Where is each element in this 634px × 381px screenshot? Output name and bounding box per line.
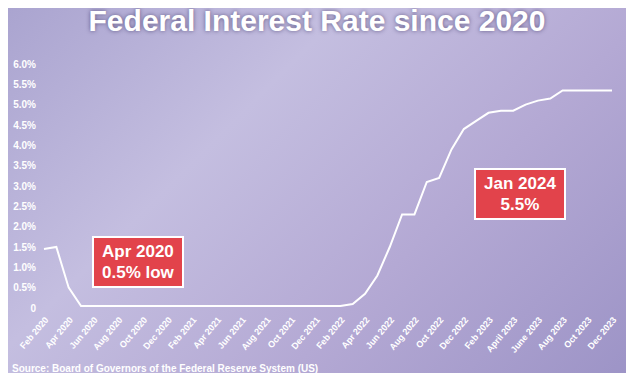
svg-text:Aug 2022: Aug 2022	[387, 315, 421, 353]
html-text:Apr 2020: Apr 2020	[102, 242, 174, 261]
html-text:0.5% low: 0.5% low	[102, 263, 174, 282]
html-text:Federal Interest Rate since 20: Federal Interest Rate since 2020	[88, 4, 546, 37]
svg-text:3.5%: 3.5%	[13, 160, 36, 171]
svg-text:Feb 2023: Feb 2023	[462, 315, 495, 351]
svg-text:Dec 2022: Dec 2022	[437, 315, 471, 352]
svg-text:Dec 2021: Dec 2021	[289, 315, 323, 352]
svg-text:Oct 2021: Oct 2021	[265, 315, 298, 351]
svg-text:4.0%: 4.0%	[13, 140, 36, 151]
svg-text:Aug 2023: Aug 2023	[535, 315, 569, 353]
svg-text:3.0%: 3.0%	[13, 181, 36, 192]
svg-text:Feb 2020: Feb 2020	[18, 315, 51, 351]
svg-text:Jun 2022: Jun 2022	[363, 315, 397, 351]
svg-text:Apr 2021: Apr 2021	[191, 315, 224, 351]
svg-text:2.5%: 2.5%	[13, 201, 36, 212]
svg-text:Feb 2021: Feb 2021	[166, 315, 199, 351]
svg-text:Apr 2022: Apr 2022	[339, 315, 372, 351]
svg-text:Aug 2021: Aug 2021	[239, 315, 273, 353]
svg-text:Aug 2020: Aug 2020	[91, 315, 125, 353]
svg-text:June 2023: June 2023	[508, 315, 545, 355]
html-text:Jan 2024: Jan 2024	[484, 174, 556, 193]
svg-text:Oct 2020: Oct 2020	[117, 315, 150, 351]
svg-text:5.5%: 5.5%	[13, 79, 36, 90]
svg-text:1.0%: 1.0%	[13, 262, 36, 273]
svg-text:0.5%: 0.5%	[13, 282, 36, 293]
svg-text:Oct 2023: Oct 2023	[561, 315, 594, 351]
svg-text:5.0%: 5.0%	[13, 99, 36, 110]
svg-text:Apr 2020: Apr 2020	[43, 315, 76, 351]
svg-text:4.5%: 4.5%	[13, 120, 36, 131]
html-text:5.5%: 5.5%	[500, 195, 540, 214]
svg-text:6.0%: 6.0%	[13, 59, 36, 70]
svg-text:Jun 2021: Jun 2021	[215, 315, 248, 351]
svg-text:Oct 2022: Oct 2022	[413, 315, 446, 351]
svg-text:Dec 2023: Dec 2023	[586, 315, 619, 351]
svg-text:Jun 2020: Jun 2020	[67, 315, 100, 351]
svg-text:Feb 2022: Feb 2022	[314, 315, 347, 351]
svg-text:1.5%: 1.5%	[13, 242, 36, 253]
svg-text:Dec 2020: Dec 2020	[141, 315, 174, 352]
svg-text:0: 0	[30, 303, 36, 314]
svg-text:April 2023: April 2023	[484, 315, 520, 355]
svg-text:2.0%: 2.0%	[13, 221, 36, 232]
html-text:Source: Board of Governors of: Source: Board of Governors of the Federa…	[12, 363, 319, 374]
